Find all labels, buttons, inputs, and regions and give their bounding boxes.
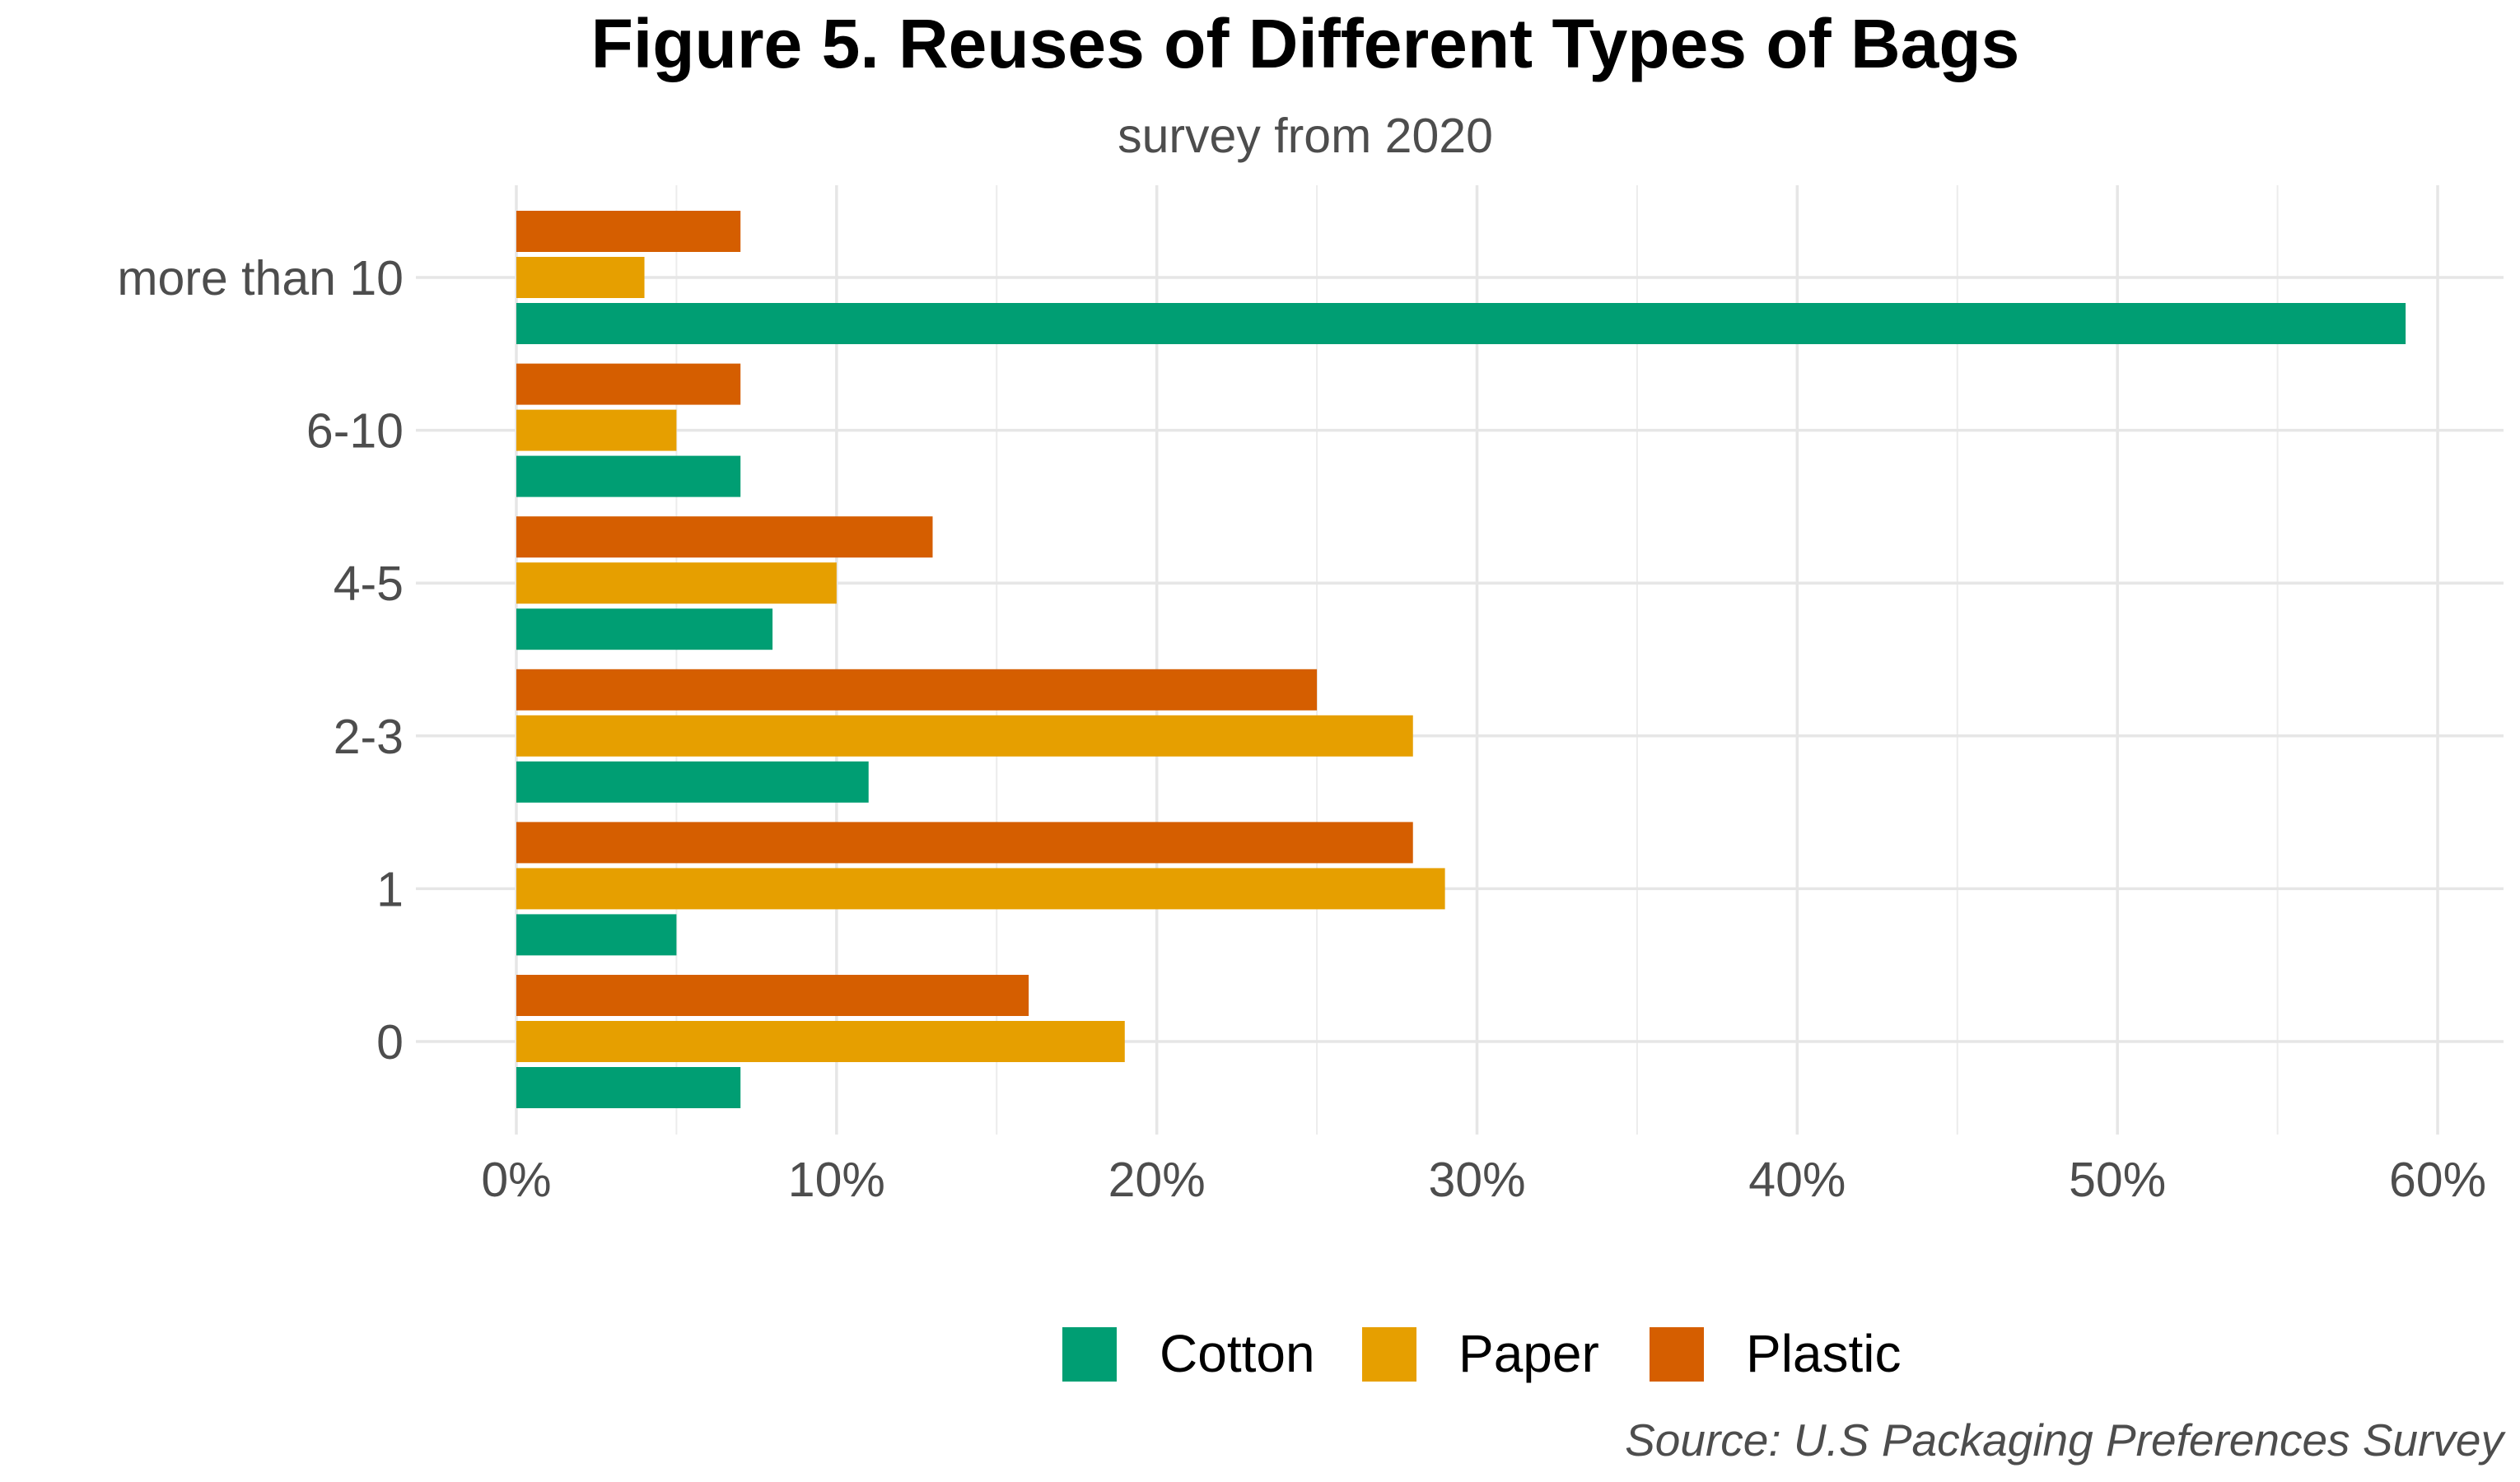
bar-paper-2-3 [516, 715, 1413, 757]
bar-paper-4-5 [516, 562, 837, 604]
bar-plastic-4-5 [516, 516, 933, 558]
bar-cotton-4-5 [516, 608, 773, 650]
bar-paper-6-10 [516, 409, 677, 451]
chart-subtitle: survey from 2020 [1118, 109, 1493, 163]
bar-plastic-2-3 [516, 669, 1318, 711]
legend-label-plastic: Plastic [1746, 1324, 1902, 1383]
chart-title: Figure 5. Reuses of Different Types of B… [591, 5, 2020, 82]
y-tick-label: 0 [376, 1015, 404, 1070]
bar-cotton-6-10 [516, 455, 741, 497]
bar-plastic-more-than-10 [516, 211, 741, 252]
x-axis: 0% 10% 20% 30% 40% 50% 60% [481, 1153, 2486, 1207]
x-tick-label: 60% [2389, 1153, 2486, 1207]
bar-cotton-2-3 [516, 761, 869, 803]
legend-swatch-plastic [1650, 1327, 1704, 1382]
legend-label-paper: Paper [1458, 1324, 1599, 1383]
bar-cotton-more-than-10 [516, 303, 2406, 344]
y-tick-label: 4-5 [334, 557, 404, 611]
y-axis: 0 1 2-3 4-5 6-10 more than 10 [117, 251, 404, 1070]
bar-plastic-1 [516, 822, 1413, 864]
x-tick-label: 10% [788, 1153, 885, 1207]
bar-paper-1 [516, 868, 1445, 910]
bar-plastic-0 [516, 975, 1029, 1016]
y-tick-label: 2-3 [334, 710, 404, 764]
x-tick-label: 30% [1428, 1153, 1525, 1207]
bars [516, 211, 2406, 1108]
y-tick-label: 1 [376, 862, 404, 916]
legend-swatch-cotton [1062, 1327, 1117, 1382]
legend-swatch-paper [1362, 1327, 1416, 1382]
x-tick-label: 20% [1108, 1153, 1206, 1207]
bar-cotton-0 [516, 1067, 741, 1108]
x-tick-label: 50% [2069, 1153, 2166, 1207]
x-tick-label: 40% [1748, 1153, 1846, 1207]
bar-plastic-6-10 [516, 363, 741, 405]
legend: Cotton Paper Plastic [1062, 1324, 1902, 1383]
y-tick-label: more than 10 [117, 251, 404, 305]
bar-paper-more-than-10 [516, 257, 645, 298]
x-tick-label: 0% [481, 1153, 551, 1207]
chart-caption: Source: U.S Packaging Preferences Survey [1625, 1414, 2506, 1466]
y-tick-label: 6-10 [306, 404, 404, 459]
bar-paper-0 [516, 1021, 1125, 1062]
bar-cotton-1 [516, 914, 677, 956]
legend-label-cotton: Cotton [1160, 1324, 1315, 1383]
